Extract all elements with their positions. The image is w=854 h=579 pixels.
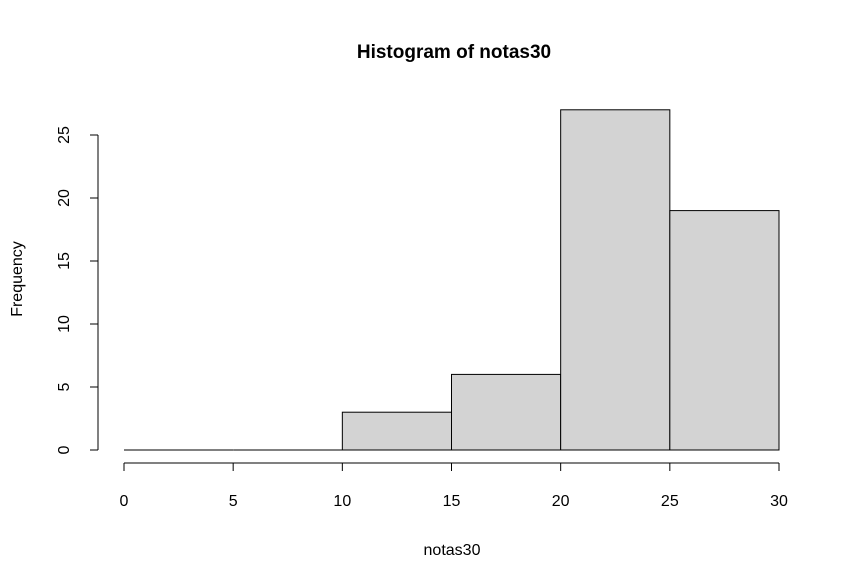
histogram-bar [560,109,671,451]
x-tick-label: 0 [120,493,129,510]
x-tick-label: 5 [229,493,238,510]
y-tick-label: 5 [56,382,73,391]
bars-group [124,109,780,451]
y-tick-label: 0 [56,445,73,454]
x-tick-label: 15 [443,493,461,510]
chart-title: Histogram of notas30 [357,42,551,63]
x-tick-label: 30 [770,493,788,510]
y-axis-label: Frequency [9,241,26,317]
y-axis: 0 5 10 15 20 25 [56,126,99,454]
histogram-bar [341,411,453,451]
x-tick-label: 10 [333,493,351,510]
x-axis-label: notas30 [424,542,481,559]
y-tick-label: 15 [56,252,73,270]
y-tick-label: 25 [56,126,73,144]
y-tick-label: 20 [56,189,73,207]
histogram-bar [451,373,562,451]
y-tick-label: 10 [56,315,73,333]
x-tick-label: 25 [661,493,679,510]
x-axis: 0 5 10 15 20 25 30 [120,462,788,510]
x-tick-label: 20 [552,493,570,510]
histogram-bar [669,210,780,451]
